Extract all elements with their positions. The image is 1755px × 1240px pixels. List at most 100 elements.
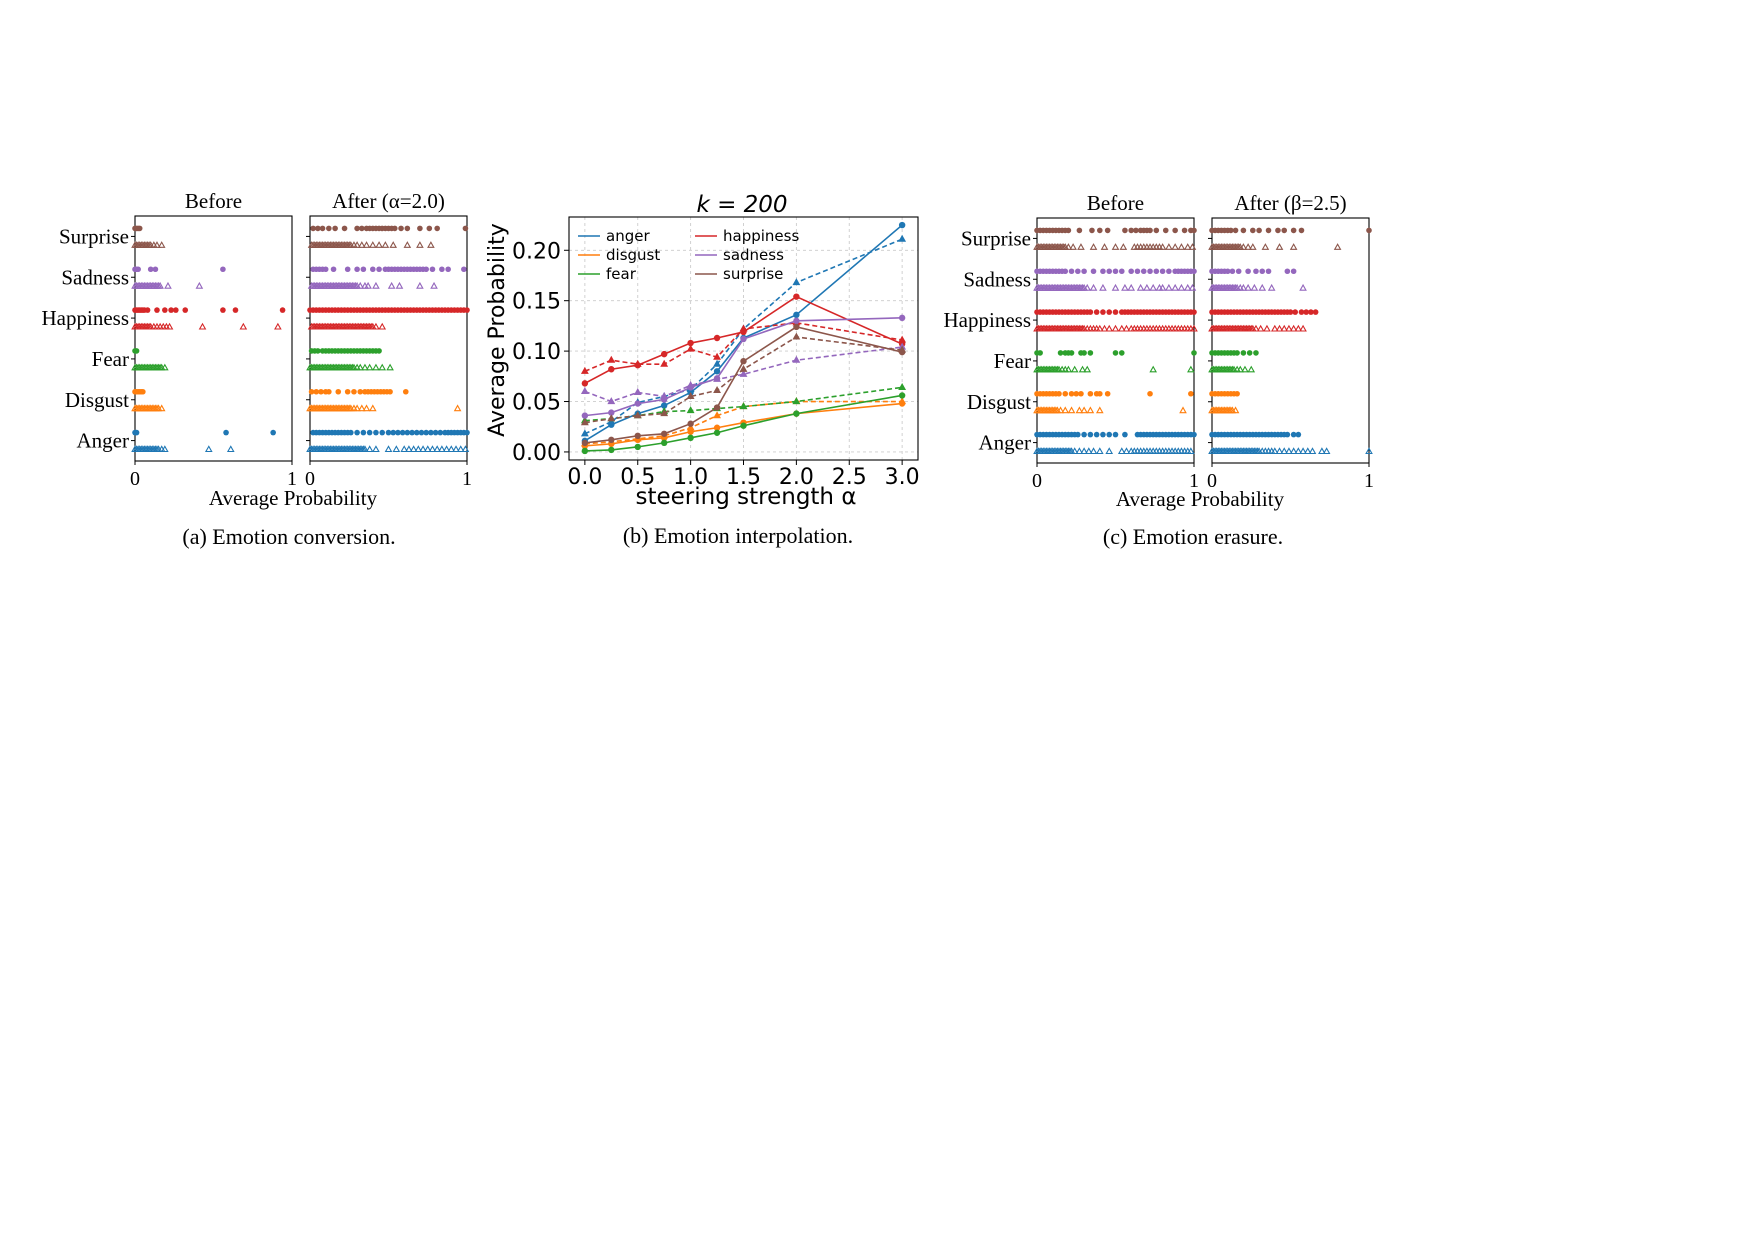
triangle-point [1171,283,1179,291]
data-point-happiness [687,339,694,347]
circle-point [1081,431,1087,438]
y-tick-label: Anger [77,429,129,453]
circle-point [357,388,364,395]
triangle-point [1256,324,1265,332]
triangle-point [1165,243,1173,250]
data-point-fear [739,402,748,410]
circle-point [319,225,326,232]
triangle-point [1231,406,1240,414]
circle-point [354,429,360,436]
data-point-happiness [713,352,721,360]
triangle-point [368,404,377,412]
triangle-point [1089,447,1098,455]
circle-point [402,388,409,395]
triangle-point [1280,447,1289,455]
circle-point [1073,390,1080,397]
triangle-point [161,363,169,371]
triangle-point [1075,406,1084,414]
circle-point [1308,309,1314,315]
data-point-anger [898,221,906,229]
circle-point [1240,350,1247,356]
triangle-point [1275,447,1284,455]
circle-point [318,388,324,395]
data-point-surprise [633,411,642,419]
panel-a-xlabel: Average Probability [209,486,378,510]
circle-point [1068,268,1075,275]
triangle-point [368,241,377,248]
circle-point [270,429,276,436]
triangle-point [1322,447,1331,455]
triangle-point [1318,447,1326,455]
data-point-happiness [660,350,668,358]
circle-point [1104,227,1111,234]
circle-point [232,307,239,313]
circle-point [1246,350,1253,356]
triangle-point [362,241,371,248]
circle-point [399,429,406,436]
triangle-point [1083,283,1092,291]
panel-b-xlabel: steering strength α [636,484,857,510]
triangle-point [239,322,248,330]
triangle-point [1119,243,1128,250]
circle-point [279,307,286,313]
circle-point [1097,390,1103,397]
legend-label-disgust: disgust [606,246,660,264]
triangle-point [1165,283,1173,291]
circle-point [1093,309,1100,315]
triangle-point [1241,365,1249,373]
circle-point [322,266,329,273]
circle-point [1292,309,1299,315]
data-point-surprise [581,439,589,447]
circle-point [1037,350,1043,356]
triangle-point [361,363,369,371]
x-tick-label: 0 [1207,470,1217,492]
circle-point [464,429,470,436]
data-point-surprise [687,420,694,427]
triangle-point [1070,447,1079,455]
x-tick-label: 1.5 [726,465,761,490]
circle-point [1118,268,1125,275]
y-tick-label: 0.05 [512,391,561,416]
circle-point [136,225,143,232]
data-point-fear [740,422,747,429]
circle-point [1122,431,1128,438]
triangle-point [356,281,365,289]
triangle-point [1236,365,1245,373]
data-point-sadness [608,409,615,416]
circle-point [223,429,229,436]
y-tick-label: Anger [979,431,1031,455]
triangle-point [204,445,213,453]
triangle-point [456,445,465,453]
triangle-point [226,445,235,453]
circle-point [220,266,226,273]
circle-point [385,429,392,436]
y-tick-label: Disgust [65,388,129,412]
y-tick-label: Fear [92,347,129,371]
data-point-surprise [660,430,668,437]
circle-point [1112,309,1119,315]
y-tick-label: Surprise [59,224,129,248]
circle-point [1250,227,1256,234]
circle-point [1284,431,1291,438]
circle-point [1281,227,1288,234]
triangle-point [1187,447,1195,455]
triangle-point [1083,365,1092,373]
circle-point [1188,390,1194,397]
triangle-point [1285,447,1293,455]
triangle-point [1294,324,1303,332]
data-point-disgust [713,411,721,419]
triangle-point [1239,243,1248,250]
circle-point [409,429,415,436]
circle-point [326,225,332,232]
triangle-point [389,241,398,248]
triangle-point [1089,243,1098,250]
triangle-point [195,281,204,289]
circle-point [1133,227,1139,234]
circle-point [1100,268,1106,275]
circle-point [1075,431,1081,438]
triangle-point [1183,283,1192,291]
circle-point [315,348,321,354]
triangle-point [1261,243,1270,250]
data-point-anger [713,359,721,367]
